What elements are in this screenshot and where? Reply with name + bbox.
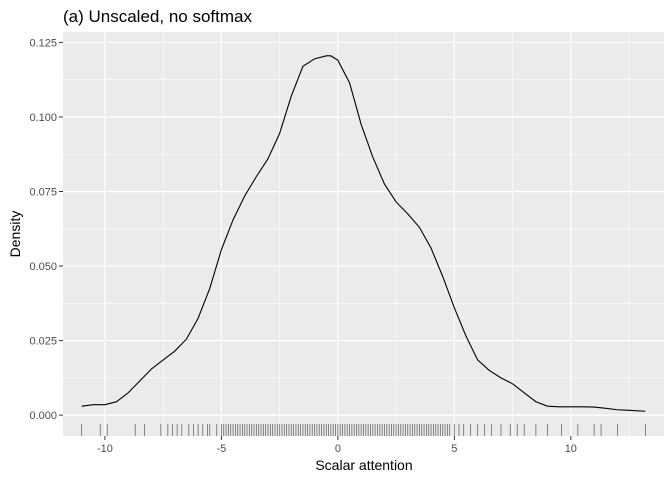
plot-panel: [63, 32, 664, 436]
y-tick-label: 0.025: [29, 336, 57, 348]
y-tick-label: 0.050: [29, 261, 57, 273]
y-axis-title: Density: [7, 211, 23, 258]
y-tick-label: 0.000: [29, 410, 57, 422]
rug-marks: [81, 424, 646, 436]
x-tick-label: 0: [335, 443, 341, 455]
major-gridlines: [63, 32, 664, 436]
x-tick-label: 5: [451, 443, 457, 455]
x-tick-label: 10: [565, 443, 577, 455]
density-curve: [81, 55, 646, 412]
x-axis-ticks: -10 -5 0 5 10: [97, 436, 577, 455]
minor-gridlines: [63, 32, 664, 436]
x-tick-label: -10: [97, 443, 113, 455]
y-tick-label: 0.100: [29, 112, 57, 124]
x-axis-title: Scalar attention: [315, 457, 412, 473]
y-tick-label: 0.075: [29, 187, 57, 199]
y-axis-ticks: 0.000 0.025 0.050 0.075 0.100 0.125: [29, 37, 63, 422]
x-tick-label: -5: [217, 443, 227, 455]
y-tick-label: 0.125: [29, 37, 57, 49]
plot-title: (a) Unscaled, no softmax: [63, 7, 252, 26]
